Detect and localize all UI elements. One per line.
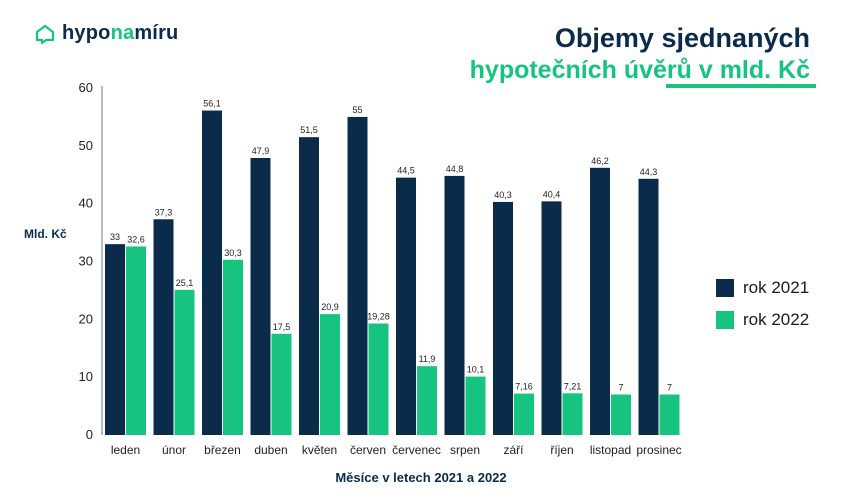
- bar-2022: [659, 394, 680, 435]
- chart-title: Objemy sjednaných hypotečních úvěrů v ml…: [470, 22, 810, 86]
- logo-text-miru: míru: [134, 22, 179, 44]
- x-tick-label: listopad: [590, 443, 631, 457]
- house-chat-icon: [35, 24, 55, 44]
- bar-2022: [417, 366, 437, 435]
- data-label: 46,2: [591, 156, 609, 166]
- logo: hyponamíru: [34, 22, 178, 45]
- data-label: 51,5: [300, 125, 318, 135]
- bar-2022: [514, 393, 534, 435]
- x-tick-label: leden: [111, 443, 140, 457]
- bar-2021: [347, 116, 368, 436]
- bar-2021: [153, 219, 174, 435]
- data-label: 30,3: [224, 248, 242, 258]
- data-label: 40,4: [543, 189, 561, 199]
- y-tick-label: 60: [79, 80, 93, 95]
- data-label: 44,3: [640, 167, 658, 177]
- data-label: 33: [110, 232, 120, 242]
- data-label: 25,1: [176, 278, 194, 288]
- legend-item-2021: rok 2021: [716, 276, 809, 300]
- bar-2021: [250, 157, 271, 435]
- y-tick-label: 20: [79, 311, 93, 326]
- data-label: 40,3: [494, 190, 512, 200]
- x-tick-label: květen: [302, 443, 337, 457]
- legend-label-2022: rok 2022: [743, 310, 810, 329]
- bar-2021: [590, 167, 610, 435]
- bar-2021: [202, 110, 222, 436]
- data-label: 7,21: [564, 381, 582, 391]
- bar-2022: [368, 323, 389, 435]
- title-underline: [666, 84, 816, 88]
- legend-label-2021: rok 2021: [743, 278, 810, 297]
- logo-text-na: na: [110, 22, 135, 44]
- chart-title-line2: hypotečních úvěrů v mld. Kč: [469, 56, 810, 84]
- bar-2022: [320, 314, 340, 435]
- data-label: 10,1: [467, 365, 485, 375]
- legend-item-2022: rok 2022: [716, 308, 809, 332]
- bar-2022: [562, 393, 583, 435]
- y-tick-label: 40: [79, 196, 93, 211]
- x-tick-label: březen: [204, 443, 241, 457]
- y-tick-label: 0: [86, 427, 93, 442]
- y-tick-label: 30: [79, 254, 93, 269]
- bar-2022: [174, 289, 195, 435]
- bar-2021: [541, 201, 562, 435]
- data-label: 44,8: [446, 164, 464, 174]
- x-tick-label: únor: [162, 443, 186, 457]
- bar-2021: [638, 178, 659, 435]
- x-tick-label: prosinec: [636, 443, 681, 457]
- bar-2022: [465, 376, 486, 435]
- x-tick-label: duben: [254, 443, 287, 457]
- bar-2021: [299, 137, 319, 436]
- y-tick-label: 10: [79, 369, 93, 384]
- bar-2022: [271, 333, 292, 435]
- x-tick-label: červen: [350, 443, 386, 457]
- data-label: 7: [667, 383, 672, 393]
- data-label: 32,6: [127, 234, 145, 244]
- x-tick-label: srpen: [450, 443, 480, 457]
- y-axis-label: Mld. Kč: [24, 227, 67, 241]
- x-axis-label: Měsíce v letech 2021 a 2022: [335, 470, 506, 485]
- x-tick-label: červenec: [392, 443, 441, 457]
- legend: rok 2021 rok 2022: [716, 276, 809, 340]
- bar-2021: [105, 244, 125, 435]
- data-label: 17,5: [273, 322, 291, 332]
- bar-2022: [126, 246, 146, 435]
- y-tick-label: 50: [79, 138, 93, 153]
- logo-text-hypo: hypo: [62, 22, 111, 44]
- bar-2021: [396, 177, 416, 435]
- data-label: 19,28: [367, 311, 390, 321]
- data-label: 20,9: [321, 302, 339, 312]
- logo-text: hyponamíru: [62, 22, 178, 45]
- x-tick-label: říjen: [550, 443, 573, 457]
- data-label: 37,3: [155, 207, 173, 217]
- legend-swatch-2021: [716, 279, 734, 297]
- bar-2022: [611, 394, 631, 435]
- x-tick-label: září: [503, 443, 524, 457]
- chart-title-line1: Objemy sjednaných: [554, 23, 810, 53]
- bar-2021: [493, 201, 513, 435]
- data-label: 7,16: [515, 382, 533, 392]
- bar-2021: [444, 175, 465, 435]
- data-label: 47,9: [252, 146, 270, 156]
- data-label: 44,5: [397, 166, 415, 176]
- data-label: 7: [618, 383, 623, 393]
- data-label: 56,1: [203, 99, 221, 109]
- legend-swatch-2022: [716, 311, 734, 329]
- data-label: 11,9: [419, 354, 436, 364]
- bar-2022: [223, 259, 243, 435]
- data-label: 55: [352, 105, 362, 115]
